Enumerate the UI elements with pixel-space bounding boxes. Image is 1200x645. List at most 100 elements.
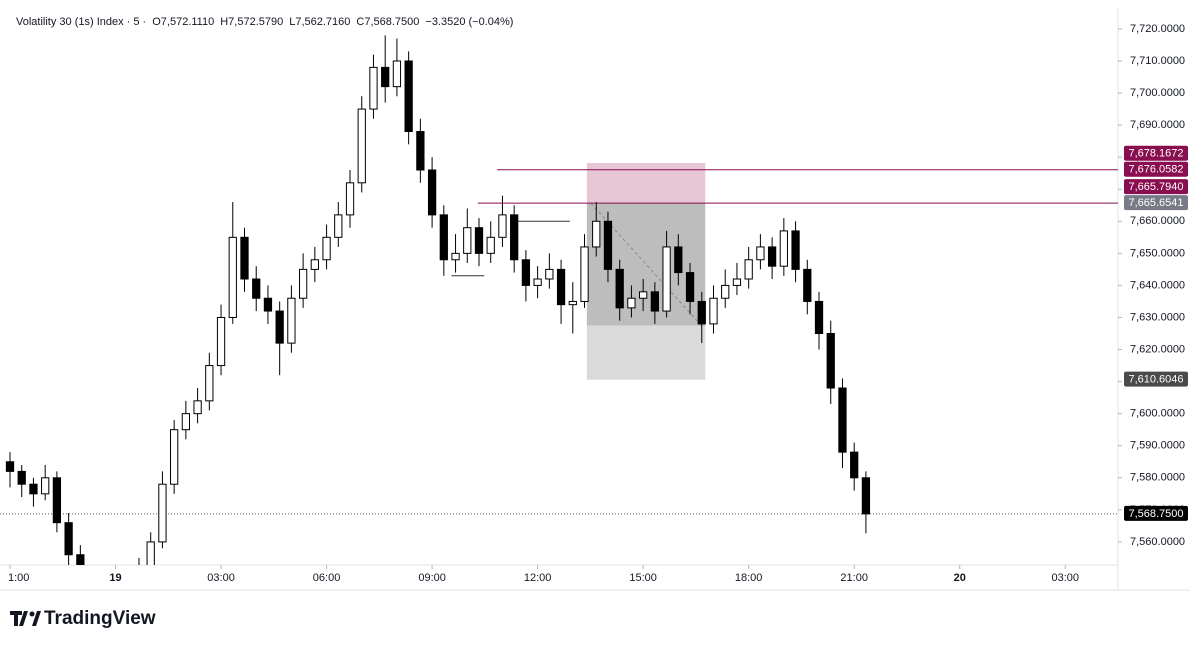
candle-body (474, 227, 484, 254)
price-tag (1124, 161, 1188, 177)
price-tag (1124, 505, 1188, 521)
candle-body (850, 451, 859, 479)
ohlc-value: H7,572.5790 (220, 16, 283, 28)
candle-body (510, 214, 519, 261)
candle-body (392, 60, 402, 88)
ohlc-value: O7,572.1110 (152, 16, 214, 28)
ohlc-value: L7,562.7160 (289, 16, 350, 28)
candle-body (76, 554, 85, 565)
price-tag-label: 7,665.7940 (1128, 181, 1183, 193)
candle-body (310, 259, 319, 270)
candle-body (64, 522, 73, 556)
y-tick-label: 7,710.0000 (1130, 55, 1185, 67)
candle-body (498, 214, 507, 238)
candle-body (685, 272, 695, 302)
candle-body (451, 252, 460, 261)
candle-body (146, 541, 155, 565)
y-tick-label: 7,640.0000 (1130, 279, 1185, 291)
candle-body (158, 483, 167, 543)
y-tick-label: 7,560.0000 (1130, 536, 1185, 548)
candle-body (592, 220, 601, 248)
candle-body (580, 246, 589, 302)
price-tag-label: 7,568.7500 (1128, 508, 1183, 520)
candle-body (650, 291, 660, 312)
x-tick-label: 21:00 (840, 572, 868, 584)
price-tag (1124, 195, 1188, 211)
x-tick-label: 19 (109, 572, 121, 584)
y-tick-label: 7,690.0000 (1130, 119, 1185, 131)
candle-body (357, 108, 366, 184)
target-zone (586, 163, 706, 204)
candle-body (334, 214, 343, 238)
price-tag (1124, 145, 1188, 161)
candle-body (744, 259, 753, 280)
price-tag-label: 7,665.6541 (1128, 197, 1183, 209)
legend: Volatility 30 (1s) Index · 5 · O7,572.11… (16, 16, 513, 28)
x-tick-label: 1:00 (8, 572, 29, 584)
logo-icon (32, 611, 41, 626)
candle-body (369, 66, 378, 110)
candle-body (345, 182, 355, 216)
x-tick-label: 12:00 (524, 572, 552, 584)
candle-body (287, 297, 296, 344)
candle-body (627, 297, 636, 309)
price-tag-label: 7,678.1672 (1128, 148, 1183, 160)
candle-body (826, 333, 835, 389)
candle-body (603, 220, 613, 270)
x-tick-label: 06:00 (313, 572, 341, 584)
candle-body (263, 297, 273, 312)
candle-body (381, 66, 390, 88)
candle-body (709, 297, 718, 325)
candle-body (521, 259, 531, 286)
candle-body (767, 246, 777, 267)
candle-body (814, 300, 824, 335)
candle-body (52, 477, 62, 524)
logo-dot (29, 611, 35, 617)
y-tick-label: 7,660.0000 (1130, 215, 1185, 227)
x-tick-label: 20 (954, 572, 966, 584)
price-tag (1124, 179, 1188, 195)
logo-icon (10, 611, 28, 626)
candle-body (298, 268, 308, 299)
candle-body (732, 278, 742, 286)
symbol: Volatility 30 (1s) Index · 5 · (16, 16, 146, 28)
candle-body (662, 246, 671, 312)
candle-body (803, 268, 812, 302)
candle-body (756, 246, 765, 261)
y-tick-label: 7,600.0000 (1130, 408, 1185, 420)
candle-body (568, 300, 577, 306)
x-tick-label: 15:00 (629, 572, 657, 584)
y-tick-label: 7,620.0000 (1130, 343, 1185, 355)
x-tick-label: 09:00 (418, 572, 446, 584)
candle-body (861, 477, 871, 515)
candle-body (193, 400, 202, 415)
candle-body (205, 365, 214, 402)
price-tag-label: 7,676.0582 (1128, 164, 1183, 176)
candle-body (556, 268, 566, 306)
stop-zone (586, 325, 706, 380)
plot-area (0, 35, 1118, 565)
y-tick-label: 7,720.0000 (1130, 23, 1185, 35)
candle-body (275, 310, 284, 344)
candle-body (674, 246, 683, 274)
candle-body (838, 387, 847, 453)
candle-body (216, 316, 226, 367)
candle-body (427, 169, 437, 216)
price-tag (1124, 371, 1188, 387)
ohlc-value: C7,568.7500 (356, 16, 419, 28)
candle-body (439, 214, 448, 261)
candle-body (41, 477, 50, 495)
candle-body (17, 470, 26, 485)
candle-body (545, 268, 554, 280)
y-tick-label: 7,580.0000 (1130, 472, 1185, 484)
candle-body (404, 60, 413, 133)
y-tick-label: 7,590.0000 (1130, 440, 1185, 452)
candle-body (615, 268, 624, 309)
y-tick-label: 7,650.0000 (1130, 247, 1185, 259)
candle-body (791, 230, 800, 270)
candle-body (170, 429, 179, 485)
candle-body (416, 131, 425, 171)
candle-body (29, 483, 38, 495)
